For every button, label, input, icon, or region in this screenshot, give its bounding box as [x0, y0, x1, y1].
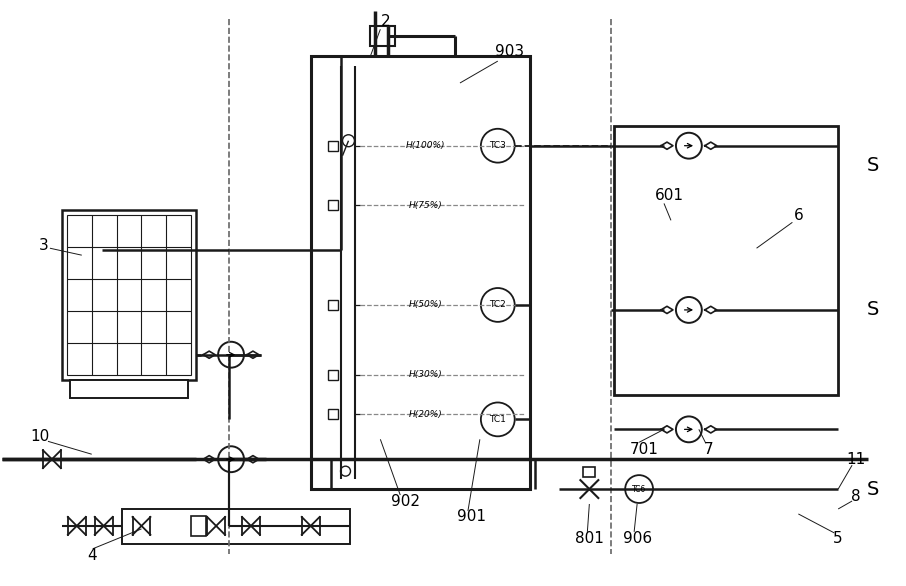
Text: 701: 701: [630, 442, 659, 456]
Bar: [614, 126, 838, 394]
Bar: [70, 380, 188, 397]
Text: 601: 601: [654, 188, 683, 203]
Circle shape: [676, 417, 702, 442]
Text: S: S: [867, 479, 879, 499]
Text: 11: 11: [846, 452, 866, 466]
Text: TC2: TC2: [489, 301, 506, 309]
Text: H(75%): H(75%): [409, 201, 442, 210]
Circle shape: [481, 403, 515, 437]
Circle shape: [481, 129, 515, 163]
Text: 902: 902: [390, 493, 419, 509]
Text: 3: 3: [39, 238, 49, 253]
Text: H(50%): H(50%): [409, 301, 442, 309]
Bar: [121, 509, 351, 544]
Text: 8: 8: [852, 489, 861, 503]
Circle shape: [625, 475, 653, 503]
Text: 6: 6: [794, 208, 804, 223]
Circle shape: [481, 288, 515, 322]
Text: 4: 4: [87, 548, 97, 563]
Circle shape: [218, 447, 244, 472]
Text: H(100%): H(100%): [405, 141, 445, 150]
Bar: [583, 467, 595, 477]
Text: TC3: TC3: [489, 141, 506, 150]
Text: 7: 7: [704, 442, 714, 456]
Text: 906: 906: [622, 532, 651, 546]
Text: 5: 5: [834, 532, 843, 546]
Bar: [328, 370, 338, 380]
Circle shape: [341, 466, 351, 476]
Text: 903: 903: [496, 43, 525, 59]
Bar: [311, 56, 530, 489]
Bar: [328, 200, 338, 210]
Circle shape: [676, 133, 702, 159]
Text: H(30%): H(30%): [409, 370, 442, 379]
Bar: [62, 210, 197, 380]
Text: 2: 2: [381, 14, 390, 29]
Bar: [328, 300, 338, 310]
Text: TC6: TC6: [632, 485, 646, 493]
Text: H(20%): H(20%): [409, 410, 442, 419]
Bar: [67, 216, 191, 374]
Circle shape: [342, 135, 354, 146]
Circle shape: [218, 342, 244, 367]
Bar: [328, 141, 338, 151]
Circle shape: [676, 297, 702, 323]
Bar: [328, 410, 338, 420]
Text: 10: 10: [30, 429, 50, 444]
Bar: [371, 26, 395, 46]
Text: S: S: [867, 156, 879, 175]
Text: S: S: [867, 301, 879, 319]
Bar: [191, 516, 207, 536]
Text: 801: 801: [575, 532, 603, 546]
Text: TC1: TC1: [489, 415, 506, 424]
Text: 901: 901: [458, 509, 487, 524]
